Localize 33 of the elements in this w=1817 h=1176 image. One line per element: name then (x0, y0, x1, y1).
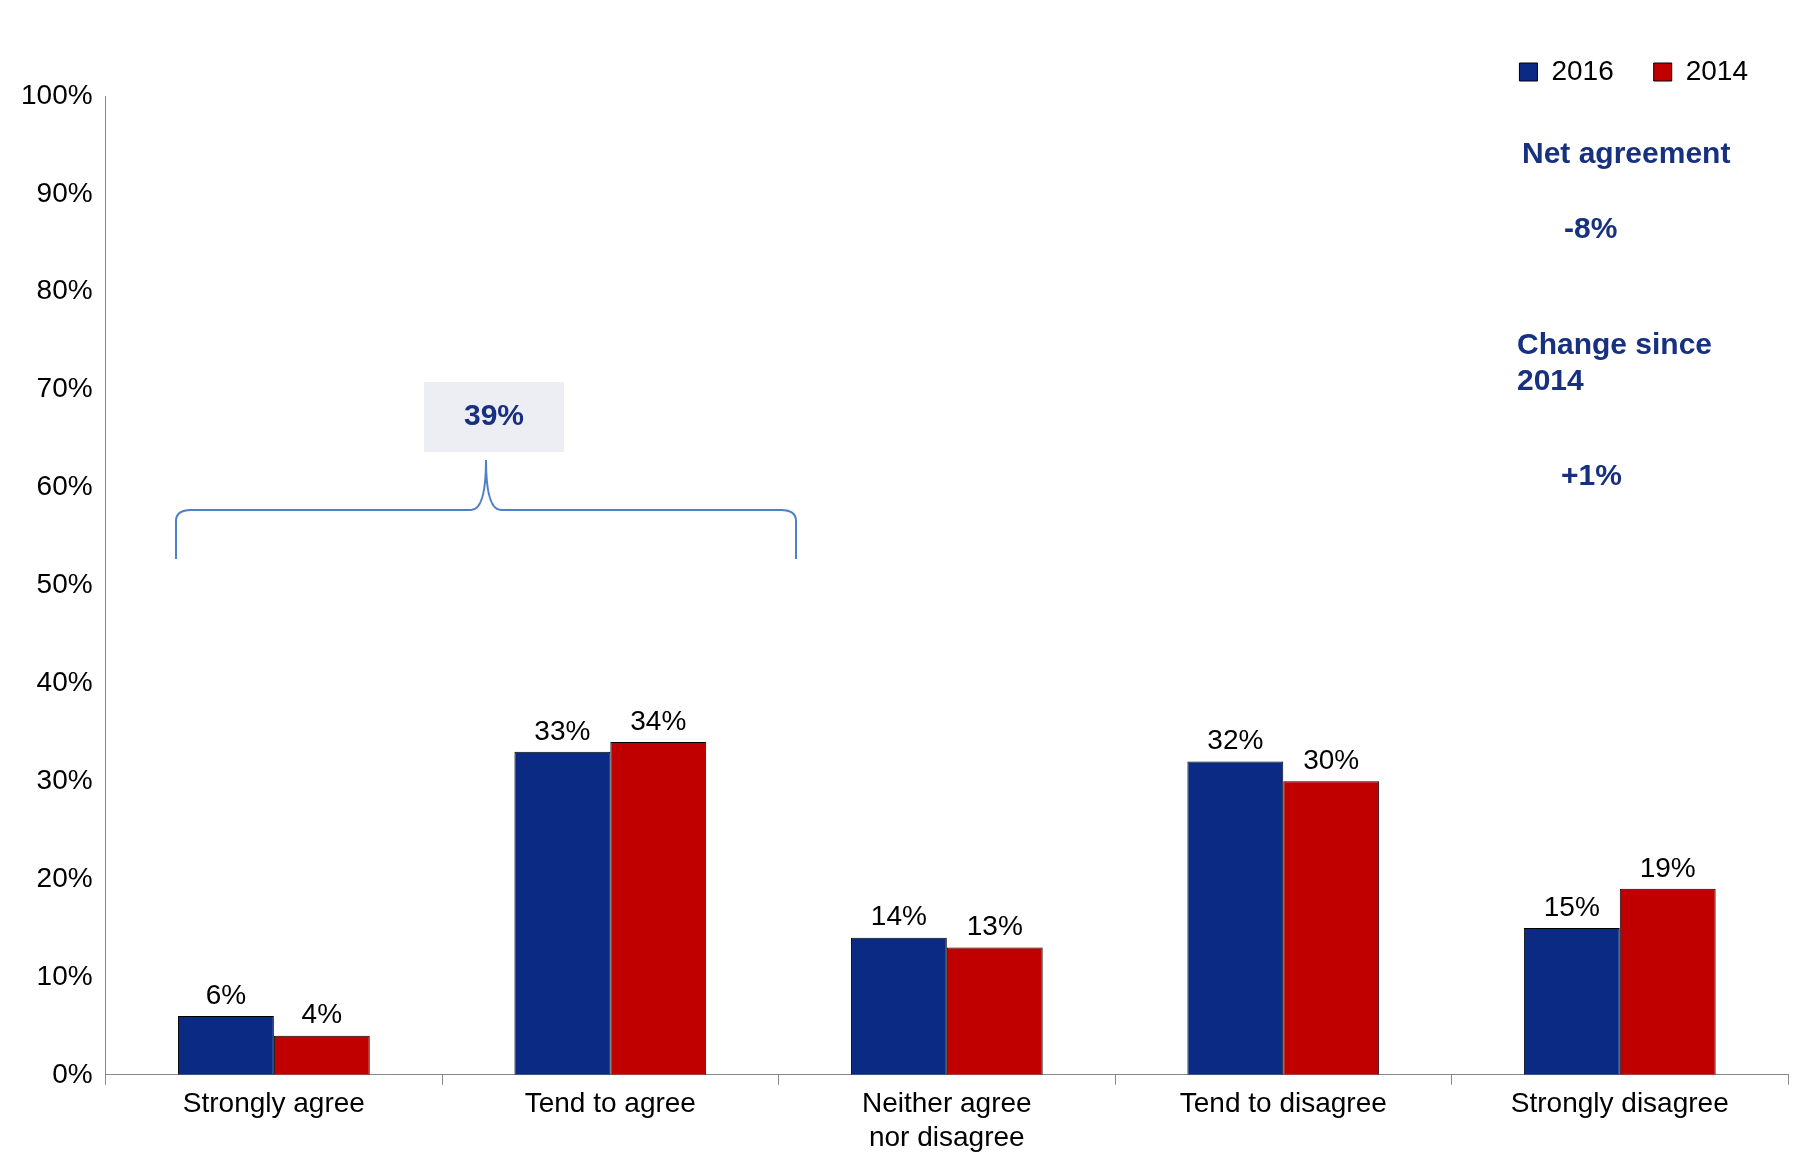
y-tick-label: 90% (36, 176, 93, 208)
legend-label: 2014 (1685, 54, 1749, 86)
y-tick-label: 70% (36, 372, 93, 404)
data-label: 30% (1303, 743, 1360, 775)
y-tick-label: 80% (36, 274, 93, 306)
y-tick-label: 30% (36, 763, 93, 795)
data-label: 4% (301, 998, 343, 1030)
x-tick-label: Tend to disagree (1179, 1087, 1387, 1119)
annotation: -8% (1564, 211, 1618, 245)
y-tick-label: 100% (20, 78, 93, 110)
y-tick-label: 60% (36, 470, 93, 502)
data-label: 34% (630, 704, 687, 736)
data-label: 33% (534, 714, 591, 746)
annotation: Net agreement (1522, 136, 1731, 170)
y-tick-label: 0% (52, 1057, 93, 1089)
data-label: 14% (870, 900, 927, 932)
data-label: 32% (1207, 724, 1264, 756)
data-label: 15% (1543, 890, 1600, 922)
y-tick-label: 40% (36, 666, 93, 697)
legend-label: 2016 (1551, 54, 1614, 86)
annotation: Change since 2014 (1517, 327, 1713, 397)
y-tick-label: 10% (36, 959, 93, 991)
data-label: 19% (1639, 851, 1696, 883)
data-label: 13% (966, 910, 1023, 942)
y-tick-label: 50% (36, 568, 93, 600)
x-tick-label: Strongly disagree (1510, 1087, 1729, 1119)
x-tick-label: Tend to agree (524, 1087, 696, 1119)
y-tick-label: 20% (36, 861, 93, 893)
annotation: 39% (463, 398, 525, 432)
data-label: 6% (205, 978, 247, 1010)
annotation: +1% (1561, 458, 1622, 492)
x-tick-label: Neither agree nor disagree (861, 1087, 1032, 1152)
x-tick-label: Strongly agree (182, 1087, 365, 1119)
